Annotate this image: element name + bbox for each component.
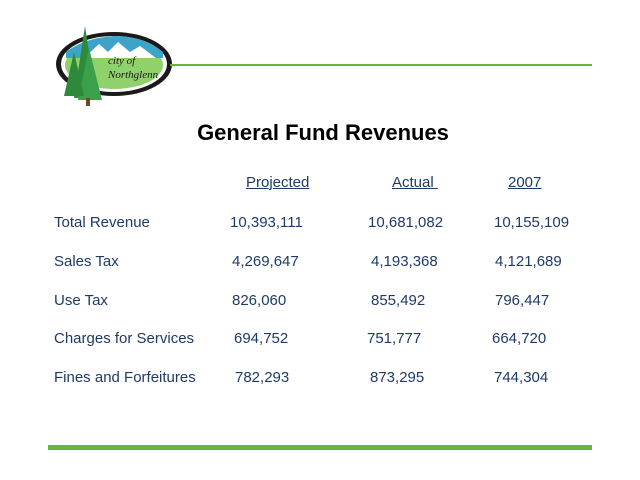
table-cell: 4,193,368 [371,253,438,270]
logo-text-line1: city of [108,55,137,67]
table-cell: 664,720 [492,330,547,347]
row-label-total-revenue: Total Revenue [54,214,150,231]
table-cell: 873,295 [370,369,425,386]
table-cell: 10,681,082 [368,214,444,231]
table-cell: 744,304 [494,369,549,386]
logo-text-line2: Northglenn [107,69,159,81]
table-cell: 10,393,111 [230,214,303,231]
table-cell: 694,752 [234,330,289,347]
table-cell: 751,777 [367,330,422,347]
table-cell: 855,492 [371,292,426,309]
bottom-divider [48,445,592,450]
row-label-fines-and-forfeitures: Fines and Forfeitures [54,369,196,386]
table-cell: 10,155,109 [494,214,570,231]
city-of-northglenn-logo: city of Northglenn [56,26,172,106]
table-cell: 782,293 [235,369,290,386]
column-header-projected: Projected [246,174,310,191]
column-header-2007: 2007 [508,174,542,191]
row-label-use-tax: Use Tax [54,292,108,309]
table-cell: 826,060 [232,292,287,309]
slide-title: General Fund Revenues [197,120,449,145]
table-cell: 4,269,647 [232,253,299,270]
row-label-charges-for-services: Charges for Services [54,330,195,347]
top-divider [170,64,592,66]
table-cell: 4,121,689 [495,253,562,270]
column-header-actual: Actual [392,174,438,191]
table-cell: 796,447 [495,292,550,309]
row-label-sales-tax: Sales Tax [54,253,119,270]
